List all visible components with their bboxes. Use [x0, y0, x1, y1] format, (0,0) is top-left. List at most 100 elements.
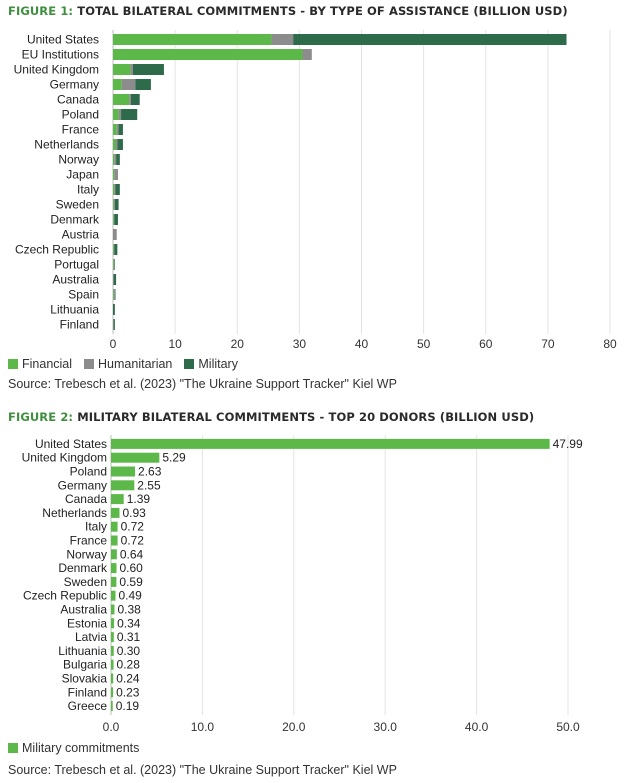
category-label: United States: [35, 437, 107, 451]
bar-humanitarian: [114, 169, 118, 180]
bar-military: [111, 590, 116, 601]
data-label: 0.64: [120, 547, 144, 561]
figure1-source: Source: Trebesch et al. (2023) "The Ukra…: [8, 377, 397, 391]
category-label: EU Institutions: [22, 48, 99, 62]
category-label: Latvia: [75, 630, 107, 644]
bar-financial: [113, 169, 115, 180]
figure1-title-text: TOTAL BILATERAL COMMITMENTS - BY TYPE OF…: [77, 4, 568, 18]
legend-label: Financial: [22, 357, 73, 371]
bar-military: [111, 673, 114, 684]
data-label: 0.72: [121, 534, 145, 548]
x-tick-label: 10.0: [191, 720, 215, 732]
x-tick-label: 40: [355, 337, 369, 351]
x-tick-label: 20: [231, 337, 245, 351]
figure2-chart: 0.0 10.0 20.0 30.0 40.0 50.0 United States 47.9…: [22, 435, 583, 732]
category-label: Bulgaria: [63, 658, 107, 672]
bar-military: [111, 701, 113, 712]
bar-humanitarian: [113, 199, 115, 210]
data-label: 0.24: [116, 672, 140, 686]
x-tick-label: 50.0: [556, 720, 580, 732]
data-label: 0.60: [119, 561, 143, 575]
bar-military: [111, 507, 120, 518]
bar-financial: [113, 34, 272, 45]
data-label: 0.23: [116, 685, 140, 699]
bar-military: [117, 139, 123, 150]
x-tick-label: 0: [110, 337, 117, 351]
category-label: Australia: [52, 273, 99, 287]
category-label: United Kingdom: [14, 63, 99, 77]
x-tick-label: 40.0: [465, 720, 489, 732]
legend-swatch: [84, 359, 95, 369]
category-label: Greece: [68, 699, 108, 713]
legend-label: Humanitarian: [98, 357, 173, 371]
bar-military: [111, 632, 114, 643]
category-label: Canada: [57, 93, 99, 107]
bar-financial: [113, 199, 114, 210]
bar-financial: [113, 259, 114, 270]
bar-humanitarian: [114, 154, 117, 165]
bar-humanitarian: [118, 109, 122, 120]
legend-item: Military: [184, 357, 238, 371]
data-label: 0.31: [117, 630, 141, 644]
x-tick-label: 0.0: [103, 720, 120, 732]
category-label: Czech Republic: [15, 243, 99, 257]
bar-military: [111, 480, 135, 491]
legend-label: Military commitments: [22, 741, 140, 755]
bar-military: [111, 618, 115, 629]
category-label: Denmark: [50, 213, 100, 227]
data-label: 0.38: [117, 603, 141, 617]
bar-military: [111, 452, 160, 463]
category-label: Norway: [66, 547, 107, 561]
legend-swatch: [184, 359, 195, 369]
data-label: 0.93: [123, 506, 147, 520]
data-label: 0.59: [119, 575, 143, 589]
data-label: 0.19: [116, 699, 140, 713]
bar-humanitarian: [271, 34, 294, 45]
figure2-title-text: MILITARY BILATERAL COMMITMENTS - TOP 20 …: [77, 410, 535, 424]
bar-financial: [113, 244, 114, 255]
data-label: 0.28: [117, 658, 141, 672]
bar-military: [293, 34, 567, 45]
bar-humanitarian: [129, 94, 132, 105]
bar-military: [111, 576, 117, 587]
category-label: Austria: [62, 228, 100, 242]
bar-financial: [113, 94, 130, 105]
bar-financial: [113, 64, 131, 75]
category-label: Germany: [50, 78, 99, 92]
bar-financial: [113, 124, 117, 135]
bar-military: [135, 79, 151, 90]
category-label: Poland: [62, 108, 99, 122]
legend-swatch: [8, 359, 18, 369]
bar-humanitarian: [115, 139, 118, 150]
bar-military: [114, 244, 118, 255]
bar-military: [115, 184, 120, 195]
figure2-legend: Military commitments: [8, 741, 151, 755]
data-label: 0.34: [117, 616, 141, 630]
data-label: 5.29: [162, 451, 186, 465]
bar-military: [111, 466, 136, 477]
category-label: Lithuania: [58, 644, 107, 658]
data-label: 2.55: [137, 478, 161, 492]
bar-military: [111, 659, 114, 670]
bar-humanitarian: [302, 49, 312, 60]
category-label: Sweden: [64, 575, 107, 589]
category-label: Portugal: [54, 258, 99, 272]
bar-military: [111, 645, 114, 656]
category-label: Japan: [66, 168, 99, 182]
bar-humanitarian: [113, 214, 115, 225]
figure1-legend: Financial Humanitarian Military: [8, 357, 250, 371]
bar-military: [121, 109, 138, 120]
bar-military: [111, 521, 118, 532]
data-label: 47.99: [553, 437, 583, 451]
category-label: France: [62, 123, 100, 137]
bar-humanitarian: [114, 184, 116, 195]
category-label: Sweden: [56, 198, 99, 212]
bar-humanitarian: [113, 319, 114, 330]
bar-military: [111, 494, 124, 505]
x-tick-label: 60: [479, 337, 493, 351]
legend-item: Humanitarian: [84, 357, 172, 371]
bar-humanitarian: [113, 244, 115, 255]
bar-humanitarian: [113, 289, 115, 300]
bar-humanitarian: [113, 229, 117, 240]
